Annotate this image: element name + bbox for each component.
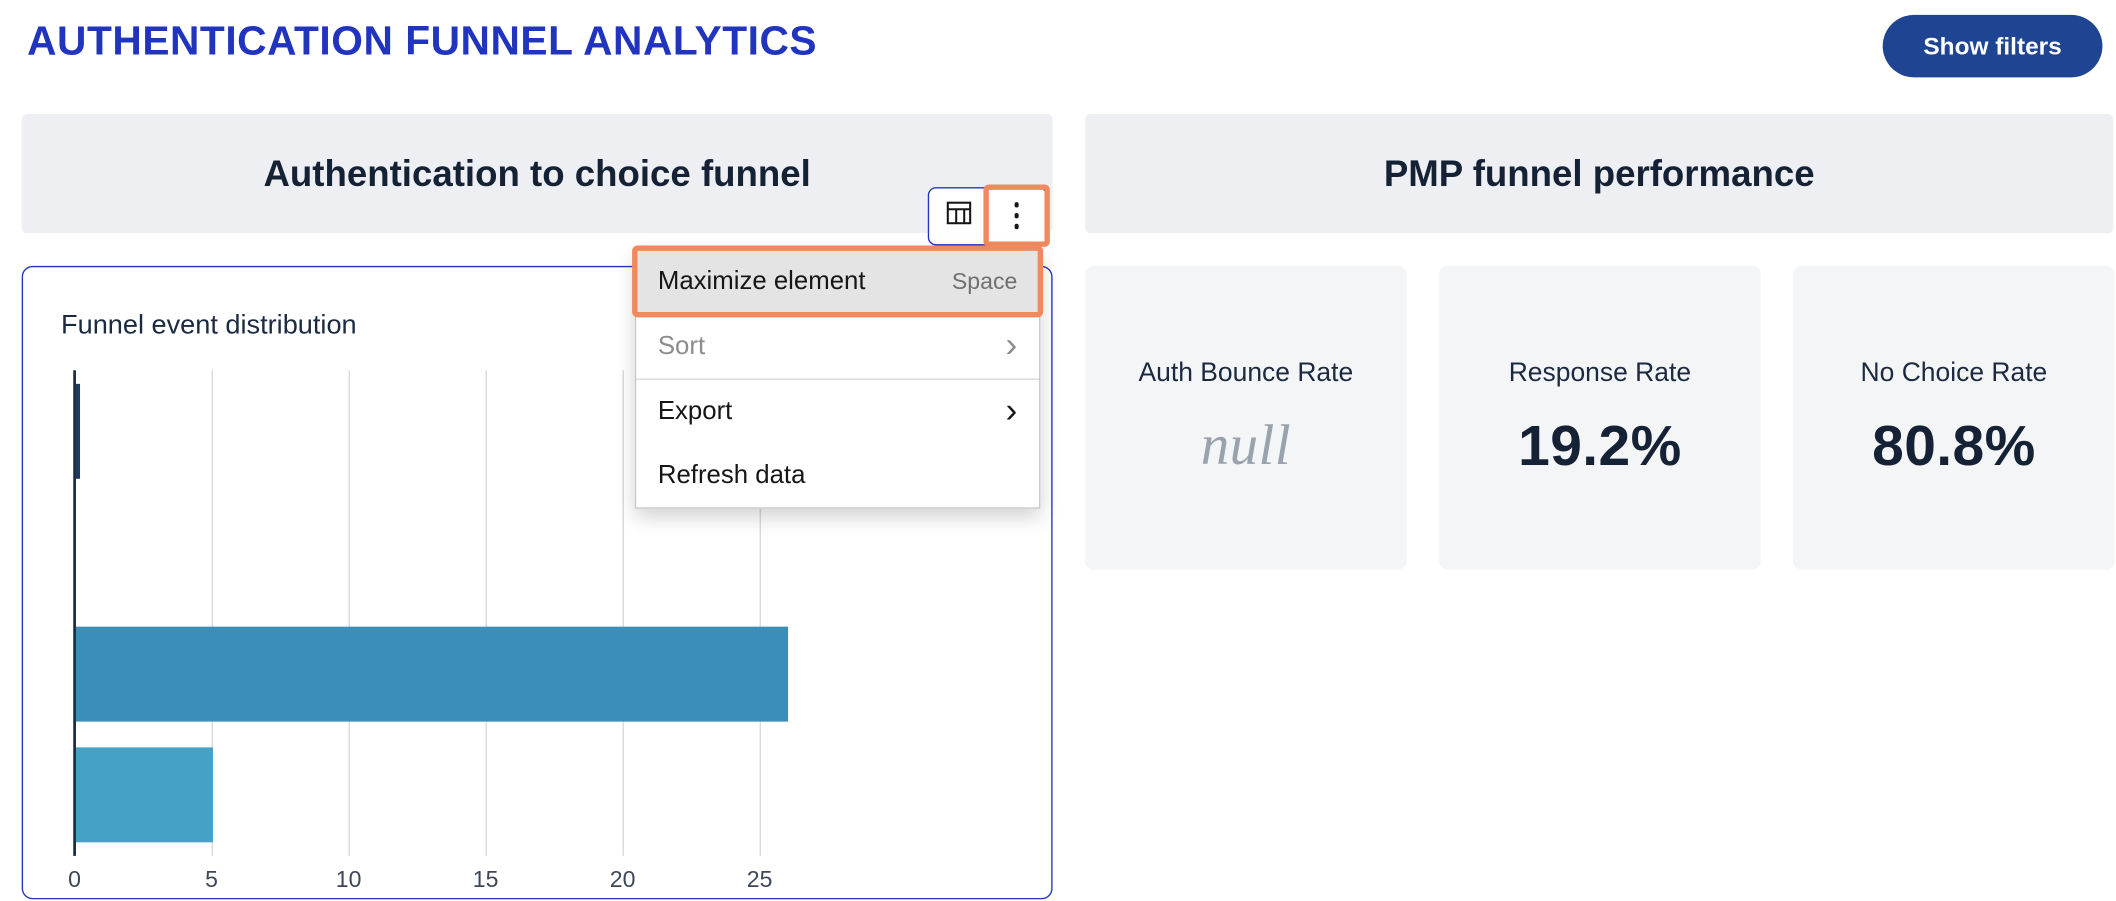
x-tick-label: 15: [472, 866, 499, 893]
y-axis-line: [73, 370, 76, 856]
menu-item-label: Refresh data: [657, 460, 806, 489]
x-tick-label: 25: [746, 866, 773, 893]
overflow-menu-icon: [1014, 202, 1020, 208]
right-panel-header: PMP funnel performance: [1085, 113, 2114, 234]
menu-shortcut: Space: [951, 267, 1018, 294]
menu-item-label: Sort: [657, 331, 706, 361]
chart-plot: 0 5 10 15 20 25: [68, 370, 1022, 893]
metric-card-auth-bounce: Auth Bounce Rate null: [1085, 265, 1407, 570]
funnel-bar: [75, 383, 81, 479]
metric-value: null: [1200, 414, 1291, 477]
x-tick-label: 10: [335, 866, 362, 893]
metric-label: Auth Bounce Rate: [1138, 357, 1354, 388]
data-table-icon: [943, 197, 973, 234]
metric-card-no-choice-rate: No Choice Rate 80.8%: [1793, 265, 2115, 570]
left-panel-header: Authentication to choice funnel: [21, 113, 1053, 234]
chart-title: Funnel event distribution: [61, 310, 357, 341]
funnel-bar: [75, 626, 789, 722]
gridline: [759, 370, 761, 856]
show-filters-button[interactable]: Show filters: [1882, 14, 2103, 78]
data-table-button[interactable]: [929, 189, 987, 243]
funnel-bar: [75, 747, 213, 843]
overflow-menu-button[interactable]: [983, 184, 1050, 247]
chevron-right-icon: ›: [1005, 389, 1018, 430]
metric-label: No Choice Rate: [1860, 357, 2048, 388]
metric-card-response-rate: Response Rate 19.2%: [1439, 265, 1761, 570]
chart-toolbar: [927, 184, 1050, 247]
menu-item-maximize[interactable]: Maximize element Space: [632, 245, 1044, 318]
gridline: [348, 370, 350, 856]
x-tick-label: 0: [68, 866, 82, 893]
gridline: [622, 370, 624, 856]
menu-item-label: Maximize element: [657, 266, 866, 296]
metric-value: 19.2%: [1518, 413, 1682, 477]
context-menu: Maximize element Space Sort › Export › R…: [632, 245, 1044, 509]
metric-label: Response Rate: [1508, 357, 1692, 388]
menu-item-refresh[interactable]: Refresh data: [636, 444, 1039, 508]
page-title: AUTHENTICATION FUNNEL ANALYTICS: [27, 18, 818, 64]
x-tick-label: 5: [205, 866, 219, 893]
menu-divider: [636, 378, 1040, 380]
metric-value: 80.8%: [1872, 413, 2036, 477]
chevron-right-icon: ›: [1005, 324, 1018, 365]
x-tick-label: 20: [609, 866, 636, 893]
menu-item-sort[interactable]: Sort ›: [636, 315, 1039, 379]
menu-item-label: Export: [657, 396, 733, 426]
menu-item-export[interactable]: Export ›: [636, 380, 1039, 444]
gridline: [211, 370, 213, 856]
gridline: [485, 370, 487, 856]
